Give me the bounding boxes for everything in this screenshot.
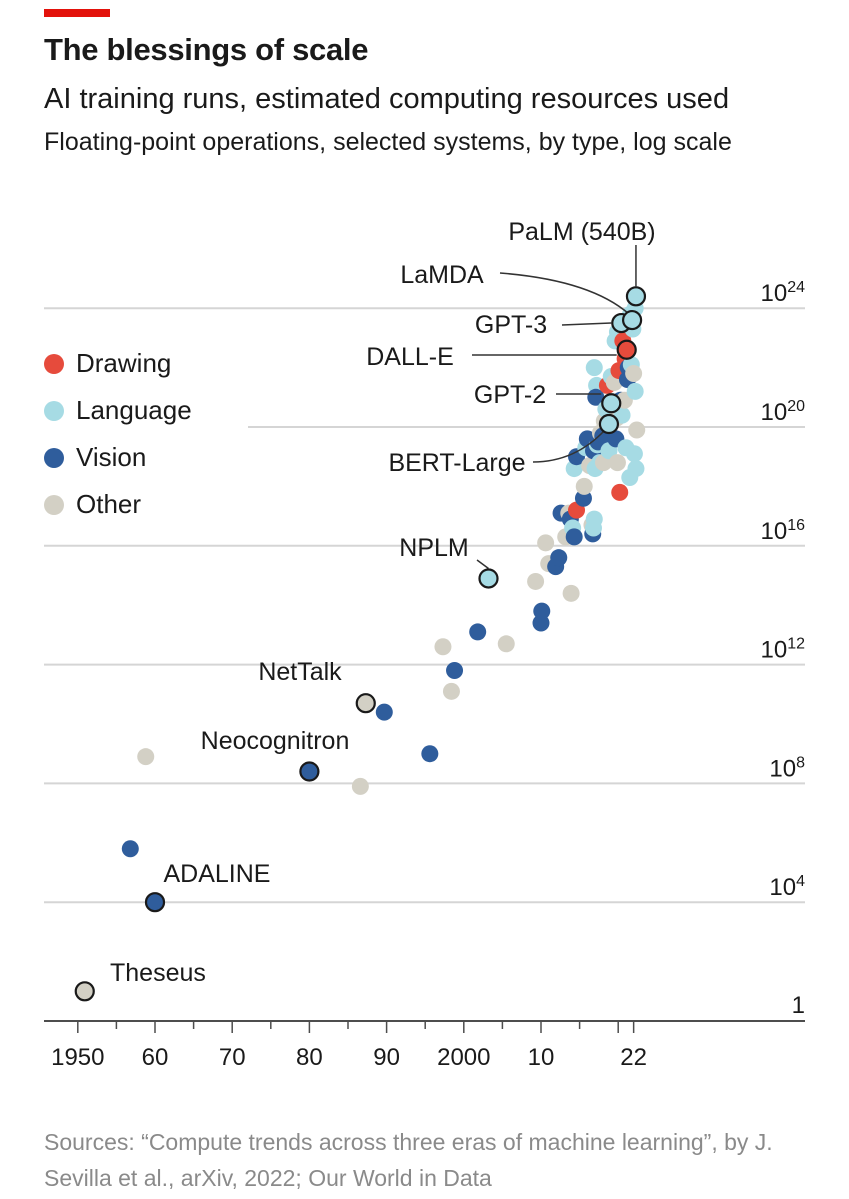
data-point: [575, 477, 593, 495]
x-tick-label: 60: [142, 1044, 169, 1071]
leader-line-gpt3: [561, 322, 612, 326]
x-tick-label: 22: [620, 1044, 647, 1071]
leader-line-bert: [532, 429, 606, 463]
data-point: [611, 483, 629, 501]
data-point: [627, 460, 645, 478]
data-point: [375, 703, 393, 721]
chart-subtitle: AI training runs, estimated computing re…: [44, 83, 730, 115]
data-point: [351, 777, 369, 795]
point-label: ADALINE: [164, 860, 271, 888]
data-point: [137, 748, 155, 766]
data-point: [533, 602, 551, 620]
data-point: [585, 359, 603, 377]
data-point: [625, 365, 643, 383]
point-label: NPLM: [399, 534, 468, 562]
data-point: [421, 745, 439, 763]
legend-item-vision: Vision: [44, 434, 192, 481]
y-tick-label: 1: [792, 992, 805, 1019]
legend-label-vision: Vision: [76, 442, 147, 472]
y-tick-label: 1016: [761, 517, 806, 545]
leader-line-lamda: [499, 272, 630, 315]
labeled-data-point: [299, 761, 320, 782]
y-tick-label: 1012: [761, 636, 806, 664]
data-point: [550, 549, 568, 567]
legend-swatch-other: [44, 494, 64, 515]
legend-label-language: Language: [76, 395, 192, 425]
legend-label-other: Other: [76, 489, 142, 519]
data-point: [585, 510, 603, 528]
x-tick-label: 2000: [437, 1044, 490, 1071]
legend: Drawing Language Vision Other: [44, 340, 192, 528]
y-tick-label: 1020: [761, 398, 806, 426]
chart-title: The blessings of scale: [44, 32, 369, 67]
legend-swatch-language: [44, 400, 64, 421]
source-note: Sources: “Compute trends across three er…: [44, 1129, 773, 1191]
y-tick-label: 108: [769, 754, 805, 782]
data-point: [497, 635, 515, 653]
data-point: [626, 382, 644, 400]
data-point: [469, 623, 487, 641]
x-tick-label: 1950: [51, 1044, 104, 1071]
data-point: [434, 638, 452, 656]
legend-label-drawing: Drawing: [76, 348, 172, 378]
y-tick-label: 104: [769, 873, 805, 901]
data-point: [625, 445, 643, 463]
accent-bar: [44, 9, 110, 17]
chart-description: Floating-point operations, selected syst…: [44, 128, 732, 156]
x-tick-label: 10: [528, 1044, 555, 1071]
scatter-chart: 1 104 108 1012 1016 1020 1024 1950 60 70 80 90 2000 1…: [44, 218, 806, 1071]
labeled-data-point: [355, 693, 376, 714]
data-point: [628, 421, 646, 439]
legend-item-drawing: Drawing: [44, 340, 192, 387]
point-label: BERT-Large: [388, 449, 525, 477]
x-tick-label: 90: [373, 1044, 400, 1071]
labeled-data-point: [478, 568, 499, 589]
labeled-data-point: [601, 393, 622, 414]
leader-line-nplm: [476, 559, 489, 570]
data-point: [446, 662, 464, 680]
point-label: PaLM (540B): [508, 218, 655, 246]
point-label: LaMDA: [400, 261, 484, 289]
legend-item-other: Other: [44, 481, 192, 528]
labeled-data-point: [621, 309, 643, 331]
labeled-data-point: [144, 892, 166, 913]
data-point: [121, 840, 139, 858]
data-point: [442, 682, 460, 700]
data-point: [587, 388, 605, 406]
labeled-data-point: [616, 339, 637, 360]
y-tick-label: 1024: [761, 279, 806, 307]
point-label: GPT-3: [475, 311, 547, 339]
point-label: NetTalk: [258, 658, 342, 686]
data-point: [608, 454, 626, 472]
data-point: [537, 534, 555, 552]
labeled-data-point: [598, 413, 620, 435]
x-tick-label: 80: [296, 1044, 323, 1071]
legend-item-language: Language: [44, 387, 192, 434]
data-point: [565, 528, 583, 546]
point-label: Theseus: [110, 959, 206, 987]
x-tick-label: 70: [219, 1044, 246, 1071]
point-label: Neocognitron: [201, 727, 350, 755]
labeled-data-point: [74, 981, 95, 1002]
data-point: [527, 572, 545, 590]
data-point: [562, 584, 580, 602]
point-label: GPT-2: [474, 381, 546, 409]
legend-swatch-vision: [44, 447, 64, 468]
point-label: DALL-E: [366, 343, 454, 371]
labeled-data-point: [625, 286, 647, 307]
legend-swatch-drawing: [44, 353, 64, 374]
